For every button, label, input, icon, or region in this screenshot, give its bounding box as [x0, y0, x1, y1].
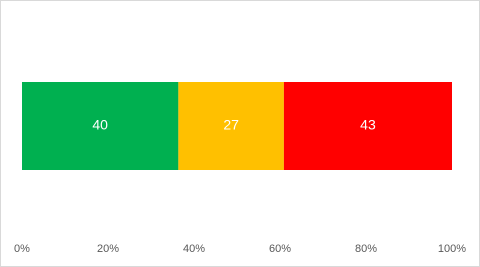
data-label: 43	[360, 117, 376, 133]
x-tick-label: 100%	[438, 243, 466, 255]
x-tick-label: 60%	[269, 243, 291, 255]
bar-segment	[178, 82, 284, 170]
data-label: 40	[92, 117, 108, 133]
x-tick-label: 80%	[355, 243, 377, 255]
bar-segment	[283, 82, 452, 170]
x-tick-label: 40%	[183, 243, 205, 255]
data-label: 27	[223, 117, 239, 133]
bar-segment	[22, 82, 179, 170]
x-tick-label: 20%	[97, 243, 119, 255]
x-tick-label: 0%	[14, 243, 30, 255]
